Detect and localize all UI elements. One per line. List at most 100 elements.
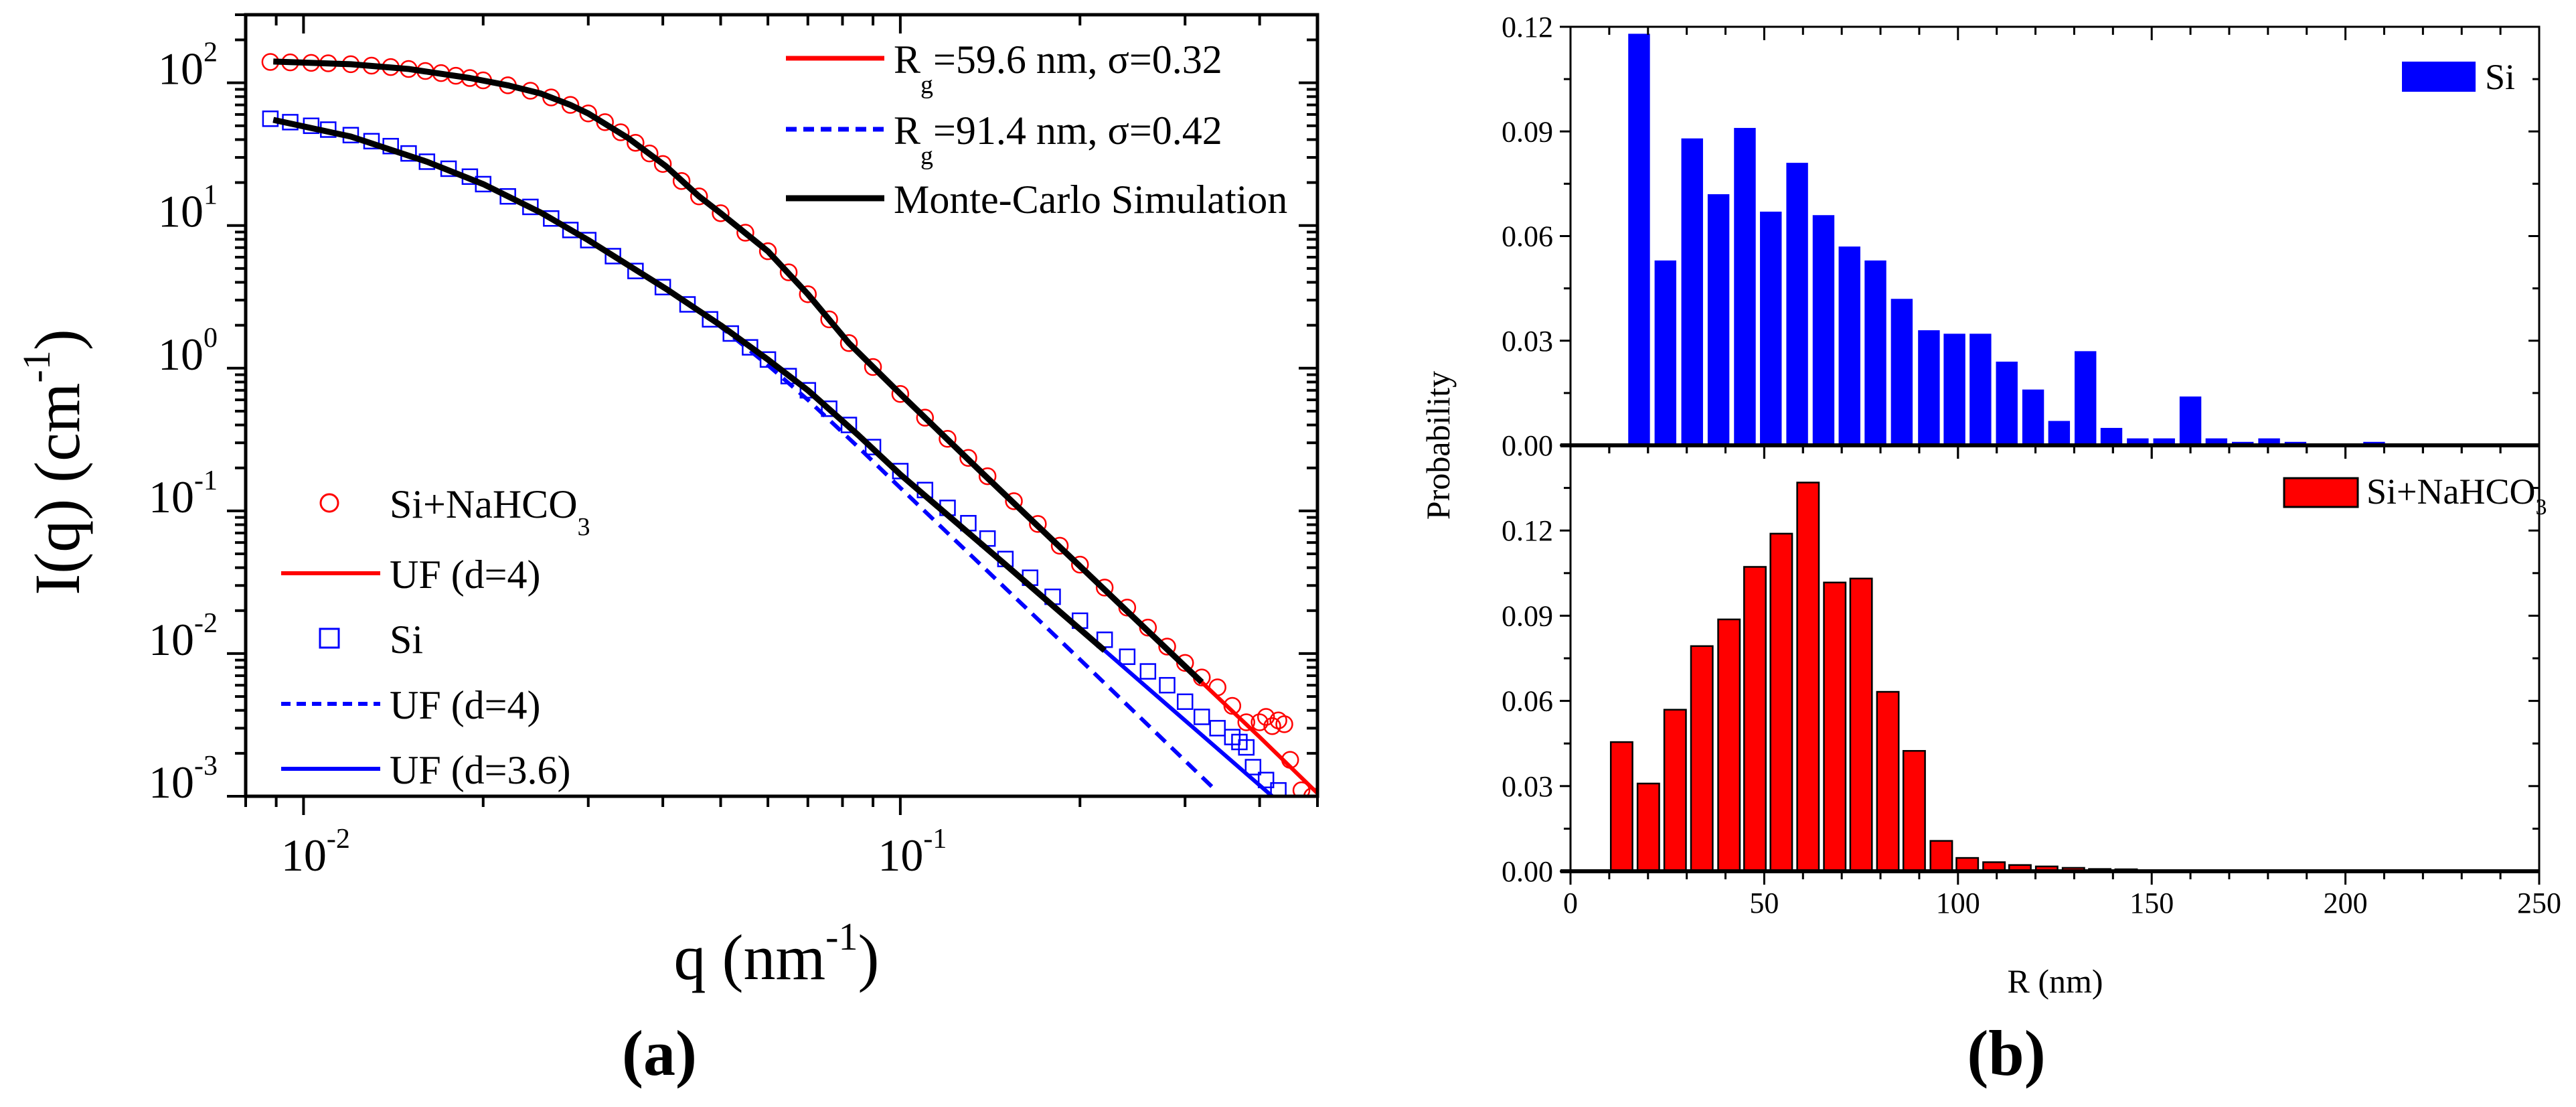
data-point-circle — [579, 104, 597, 123]
bar — [1717, 618, 1741, 873]
y-tick-label: 102 — [158, 38, 218, 94]
data-point-circle — [1158, 638, 1176, 656]
bar — [1890, 299, 1913, 445]
x-axis-title: q (nm-1) — [674, 915, 880, 993]
x-tick-exponent: -2 — [327, 824, 350, 855]
data-point-circle — [1263, 717, 1281, 735]
y-tick-exponent: 0 — [204, 323, 218, 354]
data-point-circle — [736, 224, 754, 242]
x-tick-label: 10-1 — [878, 824, 947, 881]
bar — [2127, 438, 2149, 445]
x-tick-exponent: -1 — [923, 824, 947, 855]
legend-label: Rg=91.4 nm, σ=0.42 — [894, 108, 1222, 170]
bar — [1796, 482, 1820, 873]
x-tick-label: 150 — [2129, 887, 2174, 919]
y-tick-exponent: 2 — [204, 38, 218, 68]
bar — [1929, 840, 1953, 873]
data-point-circle — [1070, 555, 1089, 574]
data-point-square — [702, 311, 718, 328]
data-point-square — [1244, 759, 1262, 776]
data-point-square — [679, 296, 696, 313]
y-axis-title: Probability — [1419, 371, 1457, 520]
bar — [1707, 194, 1730, 445]
bar — [2075, 351, 2097, 445]
square-marker-icon — [319, 628, 340, 649]
legend-item: Si+NaHCO3 — [319, 482, 590, 541]
bar — [1969, 334, 1992, 445]
data-point-circle — [959, 449, 977, 467]
bar — [1876, 690, 1900, 873]
data-point-circle — [611, 123, 630, 141]
histogram-si-nahco3: 0.00 0.03 0.06 0.09 0.12 0 50 100 150 200 250 Si+Na… — [1502, 444, 2561, 919]
legend-item: Monte-Carlo Simulation — [786, 177, 1287, 222]
bar — [1838, 246, 1860, 445]
x-tick-label: 250 — [2517, 887, 2561, 919]
data-point-circle — [820, 310, 838, 329]
data-point-circle — [690, 187, 708, 206]
bar — [2048, 421, 2071, 445]
bar — [1823, 581, 1847, 873]
y-axis-title: I(q) (cm-1) — [15, 329, 93, 595]
data-point-circle — [939, 429, 957, 448]
legend: Si+NaHCO3 — [2283, 471, 2547, 520]
y-tick-base: 10 — [149, 614, 194, 665]
y-tick-label: 0.12 — [1502, 11, 1553, 44]
data-point-square — [1270, 782, 1287, 796]
legend-series: Si+NaHCO3 UF (d=4) Si UF (d=4) UF (d=3.6) — [281, 482, 590, 792]
legend-item: UF (d=4) — [281, 552, 541, 597]
data-point-square — [499, 188, 516, 205]
data-point-circle — [779, 263, 798, 281]
bar — [1663, 709, 1687, 873]
data-point-square — [1176, 693, 1194, 711]
data-point-circle — [1176, 654, 1194, 672]
y-tick-label: 0.06 — [1502, 220, 1553, 253]
data-point-square — [722, 325, 739, 342]
x-tick-label: 50 — [1749, 887, 1779, 919]
data-point-circle — [1139, 618, 1157, 637]
histogram-si: 0.00 0.03 0.06 0.09 0.12 Si — [1502, 11, 2541, 462]
plot-area — [261, 53, 1317, 796]
legend-label: Rg=59.6 nm, σ=0.32 — [894, 38, 1222, 99]
data-point-circle — [864, 358, 882, 376]
bar — [1654, 260, 1677, 445]
y-tick-label: 0.03 — [1502, 770, 1553, 803]
y-tick-base: 10 — [149, 471, 194, 522]
data-point-circle — [1005, 492, 1023, 510]
legend-label: UF (d=4) — [390, 552, 541, 597]
bar — [2205, 438, 2228, 445]
y-tick-label: 101 — [158, 180, 218, 237]
legend-label: Si+NaHCO3 — [390, 482, 590, 541]
bar — [1786, 163, 1808, 445]
bar — [1743, 566, 1767, 873]
data-point-circle — [1251, 713, 1269, 731]
bar — [1864, 260, 1886, 445]
panel-a-label: (a) — [622, 1017, 697, 1089]
data-point-square — [1257, 771, 1275, 788]
x-tick-base: 10 — [281, 830, 327, 881]
data-point-square — [840, 417, 858, 433]
data-point-circle — [839, 334, 858, 352]
data-point-circle — [1237, 713, 1255, 731]
legend-label: Si — [390, 617, 423, 662]
y-tick-label: 0.00 — [1502, 429, 1553, 462]
legend-item: Si — [319, 617, 423, 662]
y-tick-base: 10 — [158, 186, 204, 237]
data-point-circle — [799, 285, 817, 303]
data-point-square — [580, 232, 596, 248]
data-point-square — [605, 248, 621, 265]
bar — [2022, 389, 2044, 445]
data-point-square — [821, 400, 837, 417]
y-tick-base: 10 — [158, 44, 204, 94]
axis-ticks — [227, 13, 1319, 815]
legend-item: Rg=59.6 nm, σ=0.32 — [786, 38, 1222, 99]
bar — [2100, 427, 2123, 445]
monte-carlo-curve — [273, 58, 1204, 684]
bar — [1812, 215, 1835, 445]
data-point-circle — [758, 242, 777, 261]
panel-b-label: (b) — [1967, 1017, 2045, 1089]
data-point-circle — [627, 133, 645, 152]
data-point-square — [1159, 676, 1176, 694]
data-point-circle — [978, 467, 997, 486]
